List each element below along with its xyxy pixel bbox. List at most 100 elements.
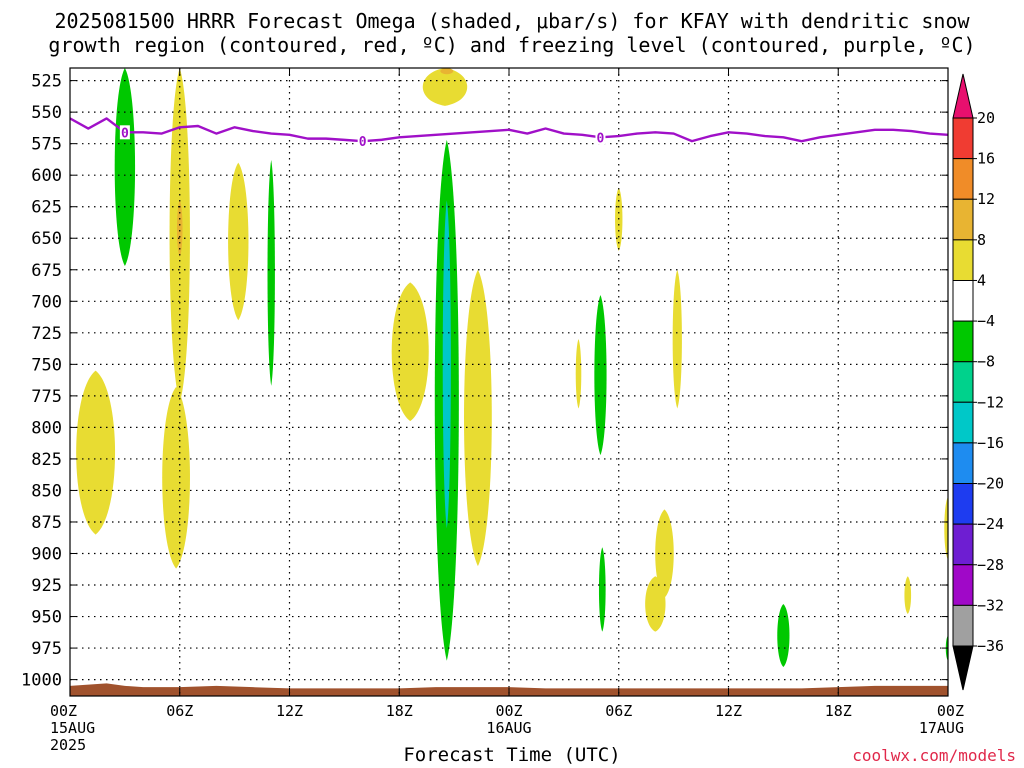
omega-region-21 xyxy=(904,576,912,615)
y-tick-label-775: 775 xyxy=(31,387,62,407)
y-tick-label-550: 550 xyxy=(31,103,62,123)
omega-region-9 xyxy=(391,282,429,422)
chart-title-line-2: growth region (contoured, red, ºC) and f… xyxy=(48,33,976,57)
y-tick-label-900: 900 xyxy=(31,545,62,565)
y-axis-ticks: 525 550 575 600 625 650 675 700 725 750 775 800 825 8… xyxy=(21,72,948,691)
x-tick-sublabel-8-0: 17AUG xyxy=(919,719,964,737)
omega-region-22 xyxy=(944,496,948,560)
x-tick-sublabel-4-0: 16AUG xyxy=(486,719,531,737)
x-tick-label-8: 00Z xyxy=(937,702,964,720)
y-tick-label-875: 875 xyxy=(31,513,62,533)
y-tick-label-975: 975 xyxy=(31,639,62,659)
omega-region-7 xyxy=(422,68,468,106)
colorbar: 20 16 12 8 4 −4 −8 −12 −16 −20 −24 −28 −32 −36 xyxy=(952,73,1004,691)
colorbar-label-13: −36 xyxy=(977,637,1004,655)
y-tick-label-525: 525 xyxy=(31,72,62,92)
grid-layer xyxy=(70,68,948,696)
colorbar-label-8: −16 xyxy=(977,434,1004,452)
plot-frame xyxy=(69,67,949,697)
x-tick-sublabel-0-1: 2025 xyxy=(50,736,86,754)
colorbar-label-2: 12 xyxy=(977,190,995,208)
omega-region-14 xyxy=(594,294,607,456)
x-tick-label-4: 00Z xyxy=(495,702,522,720)
colorbar-swatch-8 xyxy=(952,401,974,444)
colorbar-label-1: 16 xyxy=(977,150,995,168)
credit-text: coolwx.com/models xyxy=(852,746,1016,765)
x-tick-label-6: 12Z xyxy=(715,702,742,720)
y-tick-label-950: 950 xyxy=(31,608,62,628)
x-tick-sublabel-0-0: 15AUG xyxy=(50,719,95,737)
colorbar-swatch-0 xyxy=(952,73,974,119)
omega-region-20 xyxy=(777,603,790,667)
colorbar-swatch-2 xyxy=(952,158,974,200)
x-axis-label: Forecast Time (UTC) xyxy=(403,744,621,766)
freezing-level-layer: 0 0 0 xyxy=(70,117,948,150)
colorbar-swatch-9 xyxy=(952,442,974,485)
y-tick-label-750: 750 xyxy=(31,355,62,375)
omega-region-13 xyxy=(575,339,582,409)
omega-region-5 xyxy=(228,162,249,321)
y-tick-label-825: 825 xyxy=(31,450,62,470)
colorbar-label-5: −4 xyxy=(977,312,995,330)
omega-region-2 xyxy=(176,200,183,258)
colorbar-label-3: 8 xyxy=(977,231,986,249)
y-tick-label-1000: 1000 xyxy=(21,671,62,691)
colorbar-swatch-3 xyxy=(952,198,974,241)
freezing-contour-label-2: 0 xyxy=(597,131,605,146)
omega-region-11 xyxy=(442,200,451,529)
colorbar-label-7: −12 xyxy=(977,393,1004,411)
omega-region-18 xyxy=(645,576,666,632)
y-tick-label-650: 650 xyxy=(31,229,62,249)
colorbar-swatch-10 xyxy=(952,483,974,525)
y-tick-label-925: 925 xyxy=(31,576,62,596)
x-tick-label-2: 12Z xyxy=(276,702,303,720)
colorbar-label-0: 20 xyxy=(977,109,995,127)
colorbar-label-10: −24 xyxy=(977,515,1004,533)
omega-region-0 xyxy=(114,68,136,266)
y-tick-label-800: 800 xyxy=(31,418,62,438)
chart-title-line-1: 2025081500 HRRR Forecast Omega (shaded, … xyxy=(54,9,970,33)
omega-region-16 xyxy=(672,269,682,409)
freezing-label-bg-2 xyxy=(595,130,606,145)
colorbar-label-4: 4 xyxy=(977,271,986,289)
colorbar-swatch-6 xyxy=(952,320,974,363)
colorbar-label-12: −32 xyxy=(977,596,1004,614)
y-tick-label-700: 700 xyxy=(31,292,62,312)
omega-region-8 xyxy=(440,68,454,75)
colorbar-swatch-13 xyxy=(952,604,974,647)
colorbar-swatch-5 xyxy=(952,279,974,322)
omega-region-19 xyxy=(598,547,606,632)
colorbar-swatch-14 xyxy=(952,645,974,691)
colorbar-label-6: −8 xyxy=(977,353,995,371)
y-tick-label-675: 675 xyxy=(31,261,62,281)
freezing-level-line xyxy=(70,117,948,143)
freezing-contour-label-0: 0 xyxy=(121,126,129,141)
colorbar-swatch-7 xyxy=(952,361,974,403)
colorbar-swatch-4 xyxy=(952,239,974,281)
colorbar-swatch-12 xyxy=(952,564,974,606)
y-tick-label-725: 725 xyxy=(31,324,62,344)
y-tick-label-850: 850 xyxy=(31,481,62,501)
x-tick-label-1: 06Z xyxy=(166,702,193,720)
freezing-label-bg-0 xyxy=(119,125,130,140)
y-tick-label-575: 575 xyxy=(31,135,62,155)
omega-region-12 xyxy=(464,269,492,567)
colorbar-swatch-1 xyxy=(952,117,974,160)
freezing-label-bg-1 xyxy=(357,134,368,149)
y-tick-label-600: 600 xyxy=(31,166,62,186)
omega-region-3 xyxy=(162,387,190,569)
omega-region-6 xyxy=(267,160,275,386)
x-tick-label-7: 18Z xyxy=(825,702,852,720)
omega-shading-layer xyxy=(76,68,948,667)
colorbar-label-11: −28 xyxy=(977,556,1004,574)
x-tick-label-0: 00Z xyxy=(50,702,77,720)
colorbar-swatch-11 xyxy=(952,523,974,566)
y-tick-label-625: 625 xyxy=(31,198,62,218)
x-tick-label-3: 18Z xyxy=(386,702,413,720)
freezing-contour-label-1: 0 xyxy=(359,135,367,150)
omega-region-4 xyxy=(76,370,116,535)
colorbar-label-9: −20 xyxy=(977,475,1004,493)
x-tick-label-5: 06Z xyxy=(605,702,632,720)
